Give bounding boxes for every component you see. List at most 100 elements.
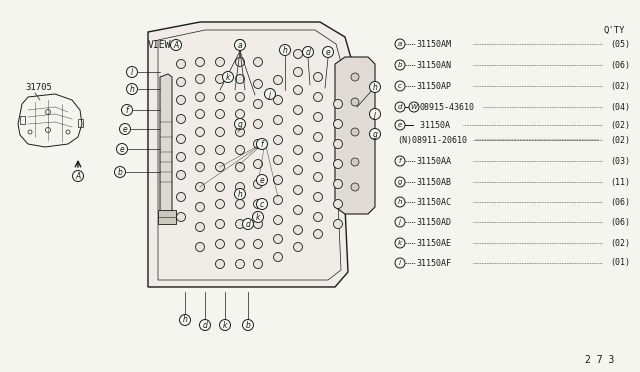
Circle shape	[351, 73, 359, 81]
Text: A: A	[173, 41, 179, 49]
Circle shape	[294, 145, 303, 154]
Circle shape	[216, 219, 225, 228]
Circle shape	[179, 314, 191, 326]
Text: k: k	[223, 321, 227, 330]
Circle shape	[122, 105, 132, 115]
Text: g: g	[397, 179, 403, 185]
Text: b: b	[118, 167, 122, 176]
Circle shape	[236, 93, 244, 102]
Circle shape	[333, 199, 342, 208]
Circle shape	[200, 320, 211, 330]
Text: g: g	[372, 129, 378, 138]
Circle shape	[195, 58, 205, 67]
Text: 31150AC: 31150AC	[416, 198, 451, 206]
Circle shape	[177, 135, 186, 144]
Circle shape	[294, 67, 303, 77]
Circle shape	[177, 60, 186, 68]
Circle shape	[314, 112, 323, 122]
Polygon shape	[160, 74, 172, 215]
Circle shape	[236, 260, 244, 269]
Text: h: h	[283, 45, 287, 55]
Text: a: a	[398, 41, 402, 47]
Polygon shape	[148, 22, 356, 287]
Circle shape	[314, 173, 323, 182]
Text: (02): (02)	[610, 81, 630, 90]
Text: b: b	[397, 62, 403, 68]
Circle shape	[223, 71, 234, 83]
Text: (06): (06)	[610, 218, 630, 227]
Circle shape	[236, 128, 244, 137]
Circle shape	[395, 177, 405, 187]
Text: h: h	[397, 199, 403, 205]
Circle shape	[236, 219, 244, 228]
Circle shape	[273, 76, 282, 84]
Circle shape	[273, 96, 282, 105]
Circle shape	[294, 125, 303, 135]
Text: 31150A: 31150A	[415, 121, 450, 129]
Text: e: e	[123, 125, 127, 134]
Circle shape	[303, 46, 314, 58]
Text: 08915-43610: 08915-43610	[420, 103, 475, 112]
Text: d: d	[203, 321, 207, 330]
Circle shape	[395, 258, 405, 268]
Circle shape	[323, 46, 333, 58]
Circle shape	[273, 196, 282, 205]
Circle shape	[236, 199, 244, 208]
Text: c: c	[260, 199, 264, 208]
Text: h: h	[372, 83, 378, 92]
Circle shape	[314, 93, 323, 102]
Circle shape	[236, 74, 244, 83]
Circle shape	[236, 58, 244, 67]
Circle shape	[234, 189, 246, 199]
Circle shape	[257, 199, 268, 209]
Circle shape	[314, 212, 323, 221]
Circle shape	[243, 218, 253, 230]
Circle shape	[116, 144, 127, 154]
Circle shape	[253, 99, 262, 109]
Text: e: e	[260, 176, 264, 185]
Circle shape	[236, 183, 244, 192]
Circle shape	[253, 219, 262, 228]
Text: (N)08911-20610: (N)08911-20610	[397, 135, 467, 144]
Circle shape	[236, 145, 244, 154]
Text: j: j	[374, 109, 376, 119]
Circle shape	[120, 124, 131, 135]
Text: d: d	[305, 48, 310, 57]
Text: (02): (02)	[610, 238, 630, 247]
Text: 31150AF: 31150AF	[416, 259, 451, 267]
Circle shape	[294, 49, 303, 58]
Text: k: k	[398, 240, 402, 246]
Circle shape	[273, 234, 282, 244]
Circle shape	[177, 96, 186, 105]
Circle shape	[369, 81, 381, 93]
Text: 31150AN: 31150AN	[416, 61, 451, 70]
Text: 31150AE: 31150AE	[416, 238, 451, 247]
Circle shape	[294, 86, 303, 94]
Text: d: d	[246, 219, 250, 228]
Circle shape	[294, 106, 303, 115]
Text: 2 7 3: 2 7 3	[586, 355, 614, 365]
Circle shape	[273, 115, 282, 125]
Text: e: e	[398, 122, 402, 128]
Circle shape	[253, 119, 262, 128]
Text: Q'TY: Q'TY	[604, 26, 625, 35]
Bar	[20, 116, 25, 124]
Circle shape	[195, 202, 205, 212]
Text: (02): (02)	[610, 121, 630, 129]
Circle shape	[351, 128, 359, 136]
Circle shape	[236, 240, 244, 248]
Circle shape	[195, 109, 205, 119]
Circle shape	[333, 219, 342, 228]
Circle shape	[264, 89, 275, 99]
Circle shape	[294, 186, 303, 195]
Circle shape	[395, 102, 405, 112]
Circle shape	[314, 230, 323, 238]
Circle shape	[234, 119, 246, 129]
Circle shape	[395, 197, 405, 207]
Circle shape	[170, 39, 182, 51]
Circle shape	[395, 238, 405, 248]
Circle shape	[395, 60, 405, 70]
Circle shape	[216, 128, 225, 137]
Circle shape	[216, 58, 225, 67]
Circle shape	[253, 199, 262, 208]
